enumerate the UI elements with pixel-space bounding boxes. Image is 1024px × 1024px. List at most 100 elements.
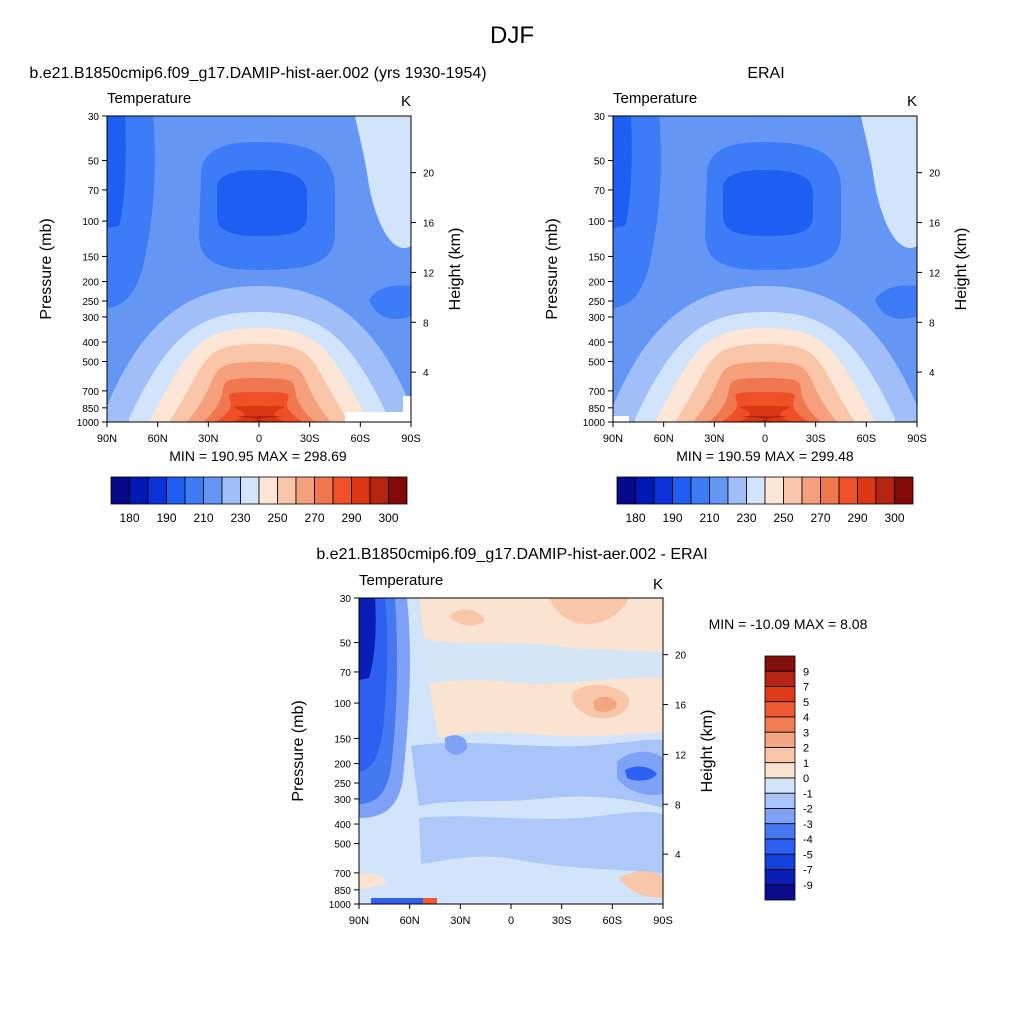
y-tick-label: 200 [588,278,605,289]
colorbar-label: 180 [625,511,645,525]
y-tick-label: 30 [340,594,352,605]
y-tick-label: 500 [588,358,605,369]
var-label: Temperature [613,90,697,107]
y2-axis-label: Height (km) [699,710,716,793]
y-tick-label: 250 [334,779,351,790]
colorbar-label: 2 [803,743,809,755]
colorbar-label: 3 [803,727,809,739]
contour-fill [369,285,411,319]
y-tick-label: 300 [82,313,99,324]
contour-fill [419,811,663,874]
y-tick-label: 50 [340,639,352,650]
colorbar-swatch [764,823,796,840]
y-tick-label: 70 [594,186,606,197]
y-axis-label: Pressure (mb) [38,218,55,319]
colorbar-swatch [764,655,796,672]
contour-fill [593,696,617,712]
colorbar-swatch [764,777,796,794]
colorbar-swatch [764,869,796,886]
panel-title: b.e21.B1850cmip6.f09_g17.DAMIP-hist-aer.… [29,65,486,82]
y-tick-label: 700 [334,869,351,880]
var-label: Temperature [359,572,443,589]
colorbar-label: 290 [341,511,361,525]
contour-fill [613,416,629,422]
colorbar-label: 180 [119,511,139,525]
contour-fill [217,170,307,236]
colorbar: 9 7 5 4 3 2 1 0 -1 -2 -3 -4 -5 -7 -9 [764,655,813,901]
y-tick-label: 850 [82,404,99,415]
x-tick-label: 90S [401,433,421,445]
colorbar-swatch [184,476,204,505]
y2-tick-label: 16 [675,701,687,712]
colorbar-label: 210 [699,511,719,525]
colorbar-swatch [616,476,636,505]
contour-fill [723,170,813,236]
colorbar-swatch [258,476,278,505]
colorbar-swatch [635,476,655,505]
y2-axis-label: Height (km) [447,228,464,311]
y2-tick-label: 20 [423,169,435,180]
contour-fill [359,598,376,680]
colorbar-label: 4 [803,712,809,724]
contour-fill [737,406,793,422]
x-tick-label: 30S [806,433,826,445]
contour-fill [107,116,126,228]
y-tick-label: 1000 [329,900,352,911]
y-tick-label: 200 [82,278,99,289]
colorbar-swatch [838,476,858,505]
units-label: K [401,93,411,110]
y2-tick-label: 20 [929,169,941,180]
colorbar-swatch [801,476,821,505]
y-tick-label: 50 [594,157,606,168]
y2-tick-label: 4 [929,368,935,379]
figure-title: DJF [490,22,534,49]
y-tick-label: 70 [340,668,352,679]
y-tick-label: 400 [82,338,99,349]
colorbar-swatch [221,476,241,505]
colorbar-label: 190 [662,511,682,525]
y-tick-label: 150 [588,252,605,263]
colorbar-swatch [672,476,692,505]
axes: 90N 60N 30N 0 30S 60S 90S 30 50 70 100 150 200 250 300… [38,112,464,445]
y-tick-label: 500 [82,358,99,369]
contour-fill [619,871,663,898]
y-tick-label: 100 [588,217,605,228]
y-tick-label: 700 [588,387,605,398]
colorbar: 180 190 210 230 250 270 290 300 [110,476,408,525]
y2-tick-label: 20 [675,651,687,662]
colorbar-swatch [764,670,796,687]
y-tick-label: 1000 [77,418,100,429]
x-tick-label: 30N [704,433,724,445]
colorbar-label: 250 [773,511,793,525]
colorbar-swatch [746,476,766,505]
y2-tick-label: 16 [929,219,941,230]
contour-fill [875,285,917,319]
colorbar-swatch [764,884,796,901]
colorbar-swatch [820,476,840,505]
contour-fill [743,416,787,422]
colorbar-label: 230 [230,511,250,525]
stats-label: MIN = -10.09 MAX = 8.08 [709,616,868,632]
y-tick-label: 250 [588,297,605,308]
x-tick-label: 30S [552,915,572,927]
colorbar-label: -4 [803,834,813,846]
y2-tick-label: 12 [675,750,687,761]
contour-fill [445,735,468,755]
contour-fill [355,116,411,248]
colorbar-swatch [764,792,796,809]
colorbar-swatch [764,747,796,764]
panel-diff: b.e21.B1850cmip6.f09_g17.DAMIP-hist-aer.… [290,546,868,927]
axes: 90N 60N 30N 0 30S 60S 90S 30 50 70 100 150 200 250 300… [544,112,970,445]
colorbar-label: 9 [803,666,809,678]
units-label: K [653,576,663,593]
contour-fill [237,416,281,422]
y2-tick-label: 8 [675,800,681,811]
stats-label: MIN = 190.95 MAX = 298.69 [169,448,347,464]
colorbar-swatch [764,476,784,505]
x-tick-label: 30N [198,433,218,445]
colorbar-swatch [277,476,297,505]
x-tick-label: 60N [654,433,674,445]
contour-fill [371,898,431,904]
y2-tick-label: 4 [675,850,681,861]
